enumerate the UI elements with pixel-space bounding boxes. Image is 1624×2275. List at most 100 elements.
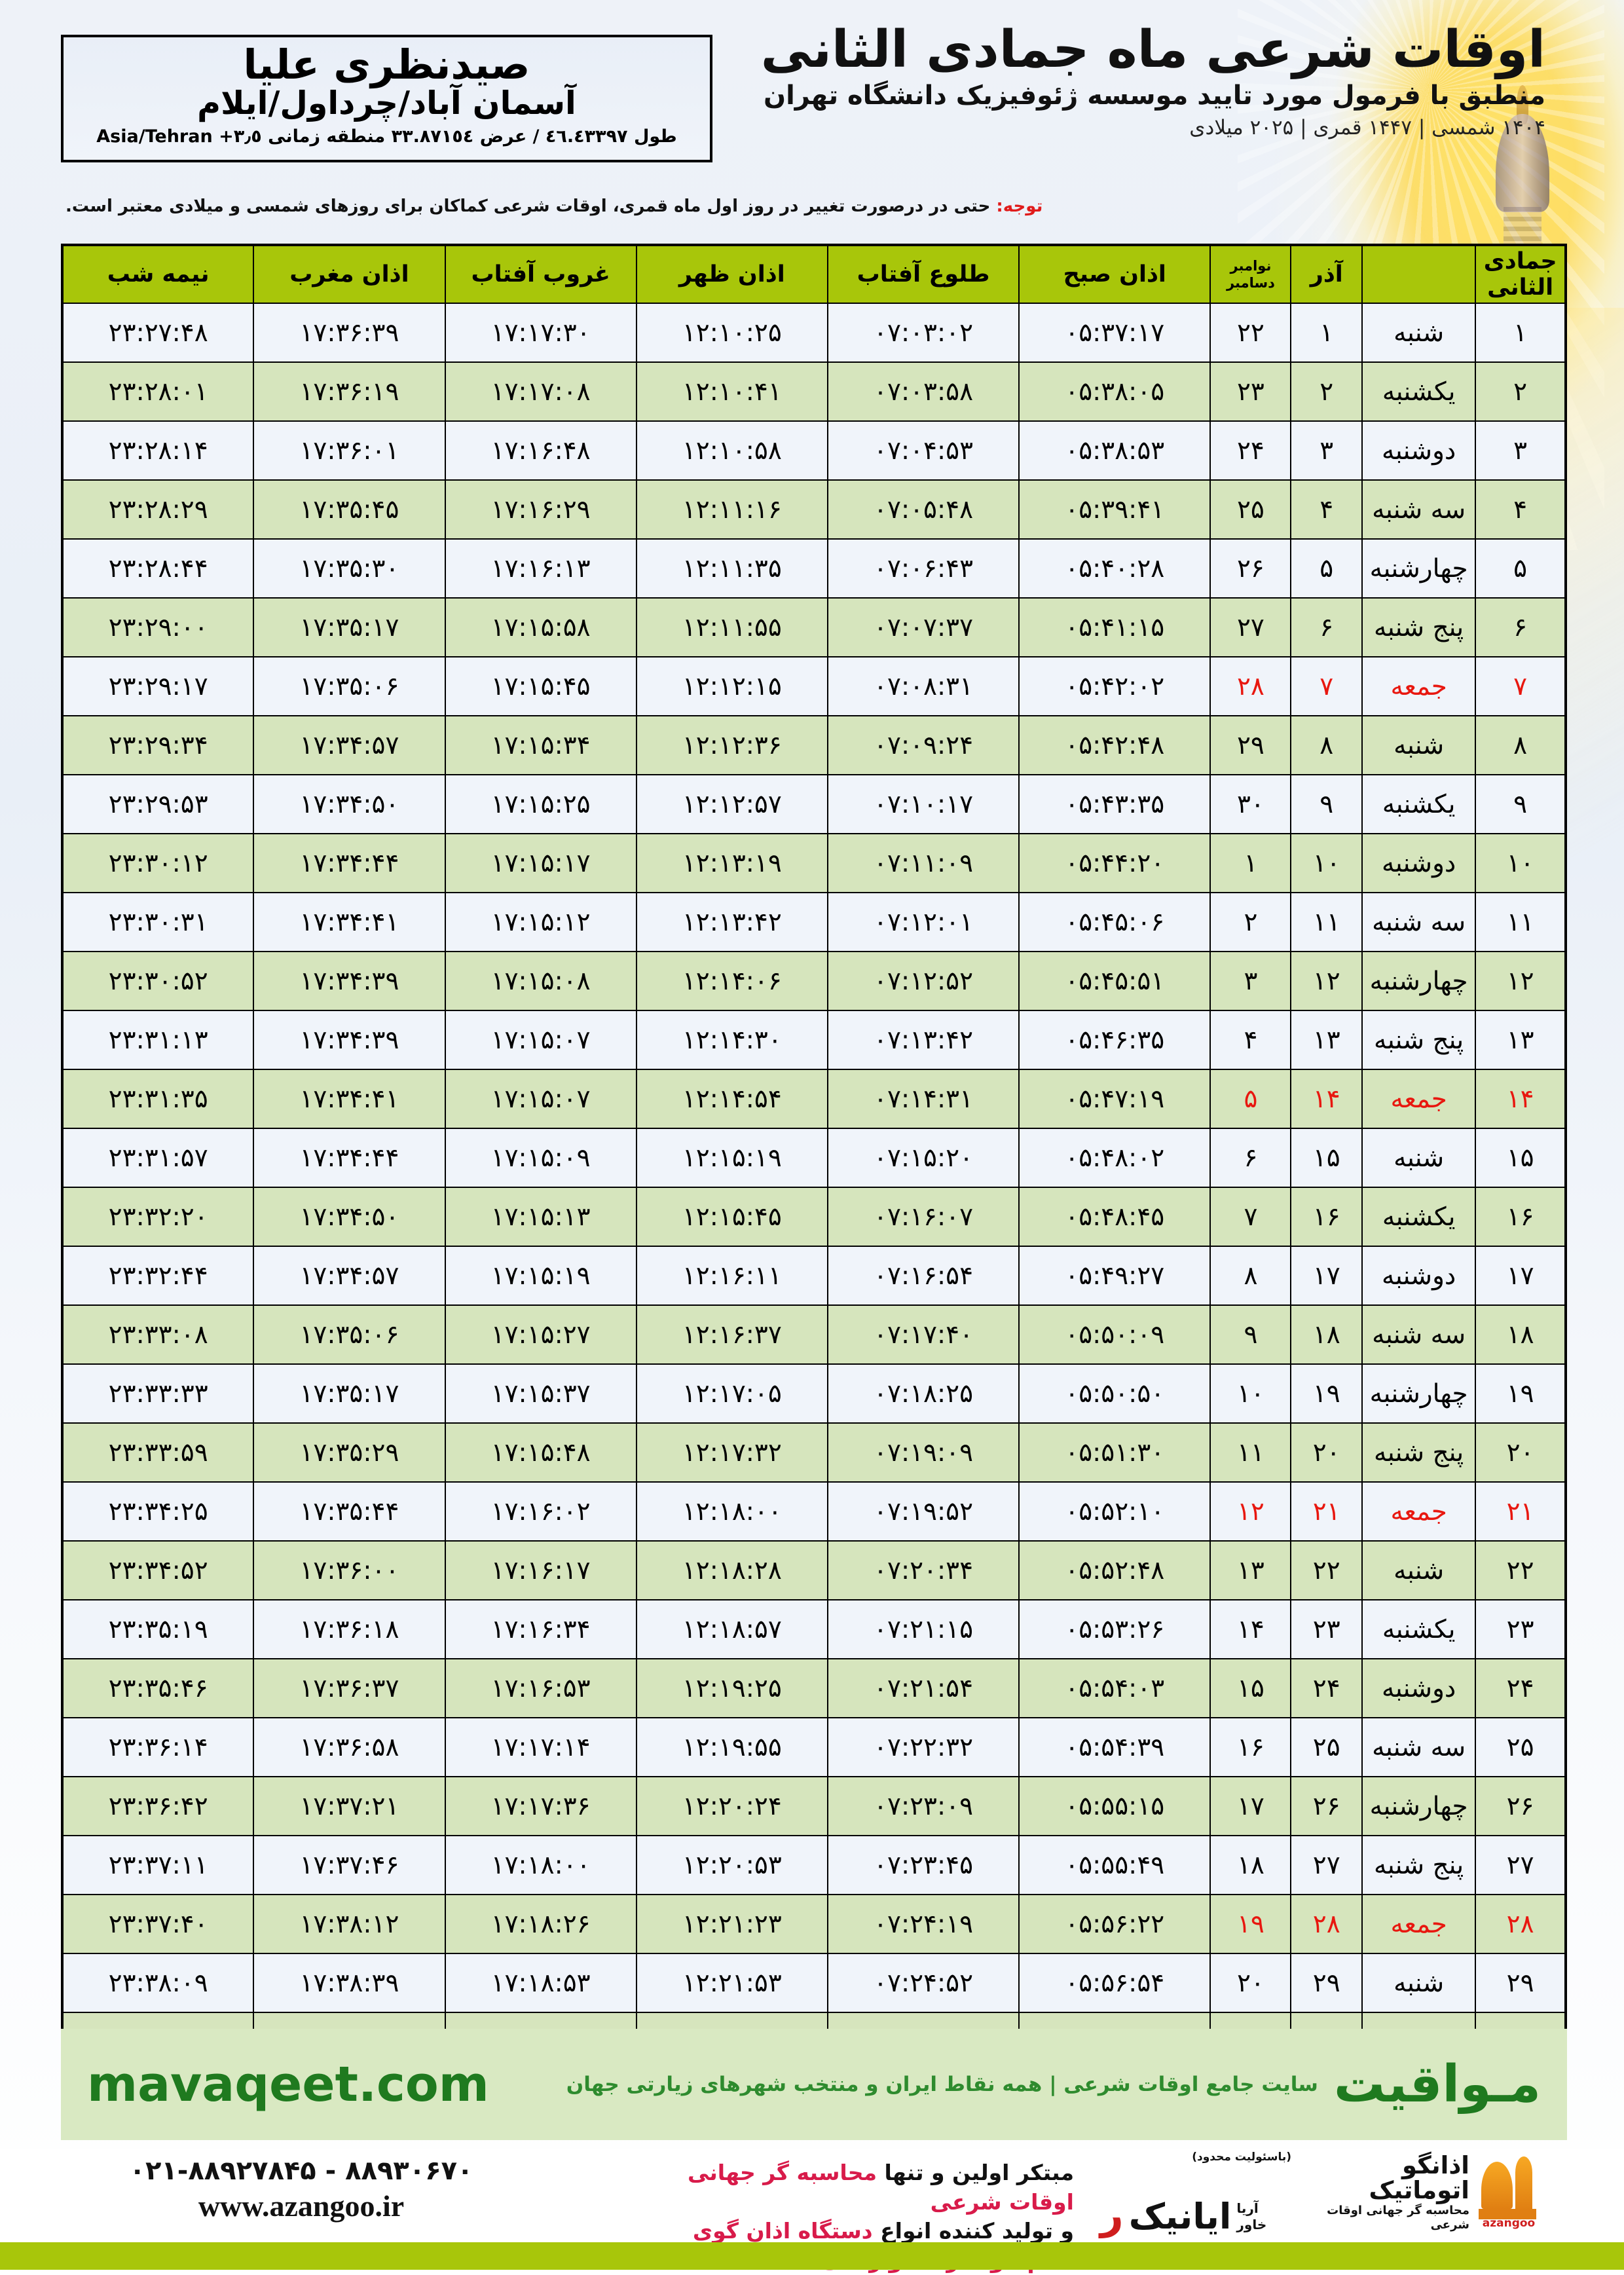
cell-azar-day: ۴ <box>1290 479 1363 540</box>
cell-sunset-time: ۱۷:۱۵:۱۹ <box>444 1246 637 1306</box>
prayer-times-table: جمادی الثانی آذر نوامبر دسامبر اذان صبح … <box>61 244 1567 2073</box>
cell-hijri-day: ۸ <box>1475 715 1566 775</box>
cell-weekday: شنبه <box>1361 1128 1477 1188</box>
cell-dhuhr-time: ۱۲:۲۱:۲۳ <box>635 1894 828 1954</box>
cell-hijri-day: ۱۶ <box>1475 1187 1566 1247</box>
cell-fajr-time: ۰۵:۴۵:۰۶ <box>1018 892 1211 952</box>
cell-sunrise-time: ۰۷:۱۱:۰۹ <box>826 833 1020 893</box>
cell-azar-day: ۶ <box>1290 597 1363 657</box>
cell-sunrise-time: ۰۷:۰۳:۵۸ <box>826 361 1020 422</box>
mosque-dome-shape <box>1481 2162 1513 2209</box>
cell-midnight-time: ۲۳:۳۸:۰۹ <box>61 1953 255 2013</box>
cell-sunrise-time: ۰۷:۰۸:۳۱ <box>826 656 1020 716</box>
table-body: ۱ شنبه ۱ ۲۲ ۰۵:۳۷:۱۷ ۰۷:۰۳:۰۲ ۱۲:۱۰:۲۵ ۱۷:۱۷:۳۰… <box>61 303 1566 2073</box>
cell-hijri-day: ۱۴ <box>1475 1069 1566 1129</box>
cell-hijri-day: ۱۰ <box>1475 833 1566 893</box>
cell-midnight-time: ۲۳:۳۶:۱۴ <box>61 1717 255 1777</box>
cell-maghrib-time: ۱۷:۳۴:۴۴ <box>253 1128 446 1188</box>
cell-midnight-time: ۲۳:۳۲:۲۰ <box>61 1187 255 1247</box>
cell-sunrise-time: ۰۷:۰۴:۵۳ <box>826 420 1020 481</box>
cell-hijri-day: ۲۱ <box>1475 1481 1566 1542</box>
cell-dhuhr-time: ۱۲:۱۷:۳۲ <box>635 1422 828 1483</box>
cell-hijri-day: ۷ <box>1475 656 1566 716</box>
table-row: ۲۷ پنج شنبه ۲۷ ۱۸ ۰۵:۵۵:۴۹ ۰۷:۲۳:۴۵ ۱۲:۲۰:۵۳ ۱۷… <box>61 1835 1566 1895</box>
cell-azar-day: ۵ <box>1290 538 1363 599</box>
cell-gregorian-day: ۱۱ <box>1209 1422 1292 1483</box>
cell-midnight-time: ۲۳:۲۹:۳۴ <box>61 715 255 775</box>
cell-dhuhr-time: ۱۲:۱۰:۵۸ <box>635 420 828 481</box>
website-url[interactable]: www.azangoo.ir <box>198 2189 405 2223</box>
cell-sunset-time: ۱۷:۱۵:۰۹ <box>444 1128 637 1188</box>
cell-midnight-time: ۲۳:۲۹:۱۷ <box>61 656 255 716</box>
cell-azar-day: ۱۱ <box>1290 892 1363 952</box>
note-label: توجه: <box>996 196 1043 216</box>
col-header-maghrib: اذان مغرب <box>253 244 446 304</box>
cell-weekday: سه شنبه <box>1361 1304 1477 1365</box>
col-header-fajr: اذان صبح <box>1018 244 1211 304</box>
cell-fajr-time: ۰۵:۵۲:۱۰ <box>1018 1481 1211 1542</box>
cell-midnight-time: ۲۳:۳۵:۴۶ <box>61 1658 255 1718</box>
cell-azar-day: ۲۹ <box>1290 1953 1363 2013</box>
cell-midnight-time: ۲۳:۳۷:۱۱ <box>61 1835 255 1895</box>
table-row: ۱۶ یکشنبه ۱۶ ۷ ۰۵:۴۸:۴۵ ۰۷:۱۶:۰۷ ۱۲:۱۵:۴۵ ۱۷:۱۵… <box>61 1187 1566 1247</box>
cell-azar-day: ۲ <box>1290 361 1363 422</box>
cell-sunset-time: ۱۷:۱۸:۰۰ <box>444 1835 637 1895</box>
cell-maghrib-time: ۱۷:۳۵:۳۰ <box>253 538 446 599</box>
cell-sunrise-time: ۰۷:۲۱:۱۵ <box>826 1599 1020 1659</box>
cell-sunrise-time: ۰۷:۲۴:۱۹ <box>826 1894 1020 1954</box>
cell-maghrib-time: ۱۷:۳۶:۱۹ <box>253 361 446 422</box>
cell-dhuhr-time: ۱۲:۱۴:۳۰ <box>635 1010 828 1070</box>
cell-maghrib-time: ۱۷:۳۴:۳۹ <box>253 1010 446 1070</box>
cell-weekday: جمعه <box>1361 1069 1477 1129</box>
cell-fajr-time: ۰۵:۴۴:۲۰ <box>1018 833 1211 893</box>
cell-sunset-time: ۱۷:۱۵:۰۸ <box>444 951 637 1011</box>
cell-maghrib-time: ۱۷:۳۶:۱۸ <box>253 1599 446 1659</box>
cell-maghrib-time: ۱۷:۳۴:۵۷ <box>253 1246 446 1306</box>
mosque-icon: azangoo <box>1476 2156 1539 2230</box>
table-row: ۶ پنج شنبه ۶ ۲۷ ۰۵:۴۱:۱۵ ۰۷:۰۷:۳۷ ۱۲:۱۱:۵۵ ۱۷:۱… <box>61 597 1566 657</box>
cell-midnight-time: ۲۳:۳۱:۵۷ <box>61 1128 255 1188</box>
cell-sunset-time: ۱۷:۱۶:۴۸ <box>444 420 637 481</box>
table-row: ۱۴ جمعه ۱۴ ۵ ۰۵:۴۷:۱۹ ۰۷:۱۴:۳۱ ۱۲:۱۴:۵۴ ۱۷:۱۵:۰… <box>61 1069 1566 1129</box>
cell-hijri-day: ۶ <box>1475 597 1566 657</box>
cell-gregorian-day: ۲۹ <box>1209 715 1292 775</box>
table-row: ۱۳ پنج شنبه ۱۳ ۴ ۰۵:۴۶:۳۵ ۰۷:۱۳:۴۲ ۱۲:۱۴:۳۰ ۱۷:… <box>61 1010 1566 1070</box>
cell-maghrib-time: ۱۷:۳۷:۴۶ <box>253 1835 446 1895</box>
cell-gregorian-day: ۱۹ <box>1209 1894 1292 1954</box>
phone-number: ۰۲۱-۸۸۹۲۷۸۴۵ - ۸۸۹۳۰۶۷۰ <box>129 2156 473 2186</box>
cell-hijri-day: ۲۴ <box>1475 1658 1566 1718</box>
cell-weekday: جمعه <box>1361 656 1477 716</box>
cell-weekday: یکشنبه <box>1361 1599 1477 1659</box>
mosque-base-shape <box>1479 2209 1536 2219</box>
cell-maghrib-time: ۱۷:۳۵:۰۶ <box>253 1304 446 1365</box>
cell-fajr-time: ۰۵:۴۳:۳۵ <box>1018 774 1211 834</box>
cell-hijri-day: ۹ <box>1475 774 1566 834</box>
cell-sunrise-time: ۰۷:۱۶:۰۷ <box>826 1187 1020 1247</box>
cell-sunrise-time: ۰۷:۱۰:۱۷ <box>826 774 1020 834</box>
cell-sunset-time: ۱۷:۱۶:۵۳ <box>444 1658 637 1718</box>
cell-fajr-time: ۰۵:۴۸:۰۲ <box>1018 1128 1211 1188</box>
cell-azar-day: ۲۰ <box>1290 1422 1363 1483</box>
cell-dhuhr-time: ۱۲:۱۲:۱۵ <box>635 656 828 716</box>
cell-sunrise-time: ۰۷:۱۷:۴۰ <box>826 1304 1020 1365</box>
cell-fajr-time: ۰۵:۵۶:۲۲ <box>1018 1894 1211 1954</box>
cell-midnight-time: ۲۳:۳۵:۱۹ <box>61 1599 255 1659</box>
cell-azar-day: ۷ <box>1290 656 1363 716</box>
cell-azar-day: ۱۷ <box>1290 1246 1363 1306</box>
table-row: ۲۶ چهارشنبه ۲۶ ۱۷ ۰۵:۵۵:۱۵ ۰۷:۲۳:۰۹ ۱۲:۲۰:۲۴ ۱۷… <box>61 1776 1566 1836</box>
cell-weekday: چهارشنبه <box>1361 1363 1477 1424</box>
cell-maghrib-time: ۱۷:۳۸:۳۹ <box>253 1953 446 2013</box>
cell-weekday: دوشنبه <box>1361 833 1477 893</box>
col-header-sunrise: طلوع آفتاب <box>826 244 1020 304</box>
cell-hijri-day: ۲۳ <box>1475 1599 1566 1659</box>
cell-midnight-time: ۲۳:۳۰:۱۲ <box>61 833 255 893</box>
cell-dhuhr-time: ۱۲:۱۵:۱۹ <box>635 1128 828 1188</box>
mavaqeet-url[interactable]: mavaqeet.com <box>87 2056 489 2113</box>
cell-hijri-day: ۲۷ <box>1475 1835 1566 1895</box>
table-row: ۱۱ سه شنبه ۱۱ ۲ ۰۵:۴۵:۰۶ ۰۷:۱۲:۰۱ ۱۲:۱۳:۴۲ ۱۷:۱… <box>61 892 1566 952</box>
cell-sunrise-time: ۰۷:۰۷:۳۷ <box>826 597 1020 657</box>
cell-sunrise-time: ۰۷:۲۴:۵۲ <box>826 1953 1020 2013</box>
cell-weekday: شنبه <box>1361 1953 1477 2013</box>
cell-hijri-day: ۲۸ <box>1475 1894 1566 1954</box>
cell-maghrib-time: ۱۷:۳۵:۲۹ <box>253 1422 446 1483</box>
